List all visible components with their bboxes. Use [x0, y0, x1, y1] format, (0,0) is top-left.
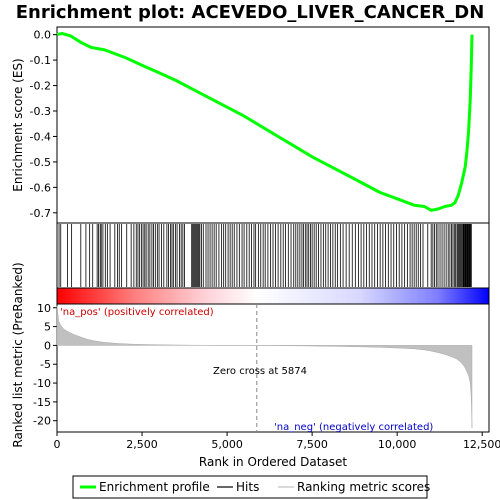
enrichment-profile-line — [56, 31, 474, 212]
x-axis-label: Rank in Ordered Dataset — [199, 455, 347, 469]
ranking-metric-area — [56, 305, 473, 429]
es-y-tick-label: -0.6 — [30, 181, 51, 194]
x-tick-label: 10,000 — [378, 438, 417, 451]
rm-y-tick-label: 0 — [44, 339, 51, 352]
rm-y-axis-label: Ranked list metric (PreRanked) — [11, 262, 25, 447]
legend-box — [72, 475, 428, 499]
ranked-metric-panel-frame — [56, 303, 490, 433]
es-y-tick-label: -0.2 — [30, 80, 51, 93]
rm-y-tick-label: 5 — [44, 321, 51, 334]
zero-cross-label: Zero cross at 5874 — [213, 366, 307, 377]
es-y-tick-label: 0.0 — [34, 29, 52, 42]
legend-enrichment-label: Enrichment profile — [99, 480, 210, 494]
legend-ranking-label: Ranking metric scores — [297, 480, 430, 494]
es-y-tick-label: -0.5 — [30, 156, 51, 169]
rm-y-tick-label: -15 — [33, 396, 51, 409]
rm-y-tick-label: -10 — [33, 377, 51, 390]
rm-y-tick-label: -20 — [33, 415, 51, 428]
positive-correlation-label: 'na_pos' (positively correlated) — [60, 307, 214, 318]
enrichment-panel: 0.0 -0.1 -0.2 -0.3 -0.4 -0.5 -0.6 -0.7 Enrichme… — [11, 26, 490, 224]
es-y-tick-label: -0.3 — [30, 105, 51, 118]
es-y-axis-label: Enrichment score (ES) — [11, 58, 25, 191]
ranked-metric-panel: 10 5 0 -5 -10 -15 -20 'na_pos' (positively cor… — [11, 262, 490, 448]
x-tick-label: 12,500 — [463, 438, 500, 451]
rank-color-band — [56, 287, 490, 305]
es-y-tick-label: -0.1 — [30, 54, 51, 67]
x-tick-label: 2,500 — [126, 438, 158, 451]
rm-y-tick-label: -5 — [40, 358, 51, 371]
legend-hits-label: Hits — [236, 480, 259, 494]
legend: Enrichment profile Hits Ranking metric s… — [72, 475, 430, 499]
hits-panel — [56, 222, 490, 289]
negative-correlation-label: 'na_neg' (negatively correlated) — [274, 422, 433, 433]
chart-title: Enrichment plot: ACEVEDO_LIVER_CANCER_DN — [16, 2, 485, 23]
rm-y-tick-label: 10 — [37, 302, 51, 315]
x-tick-label: 7,500 — [296, 438, 328, 451]
x-tick-label: 0 — [54, 438, 61, 451]
x-axis: 0 2,500 5,000 7,500 10,000 12,500 — [54, 432, 500, 451]
es-y-tick-label: -0.7 — [30, 207, 51, 220]
es-y-tick-label: -0.4 — [30, 130, 51, 143]
x-tick-label: 5,000 — [211, 438, 243, 451]
